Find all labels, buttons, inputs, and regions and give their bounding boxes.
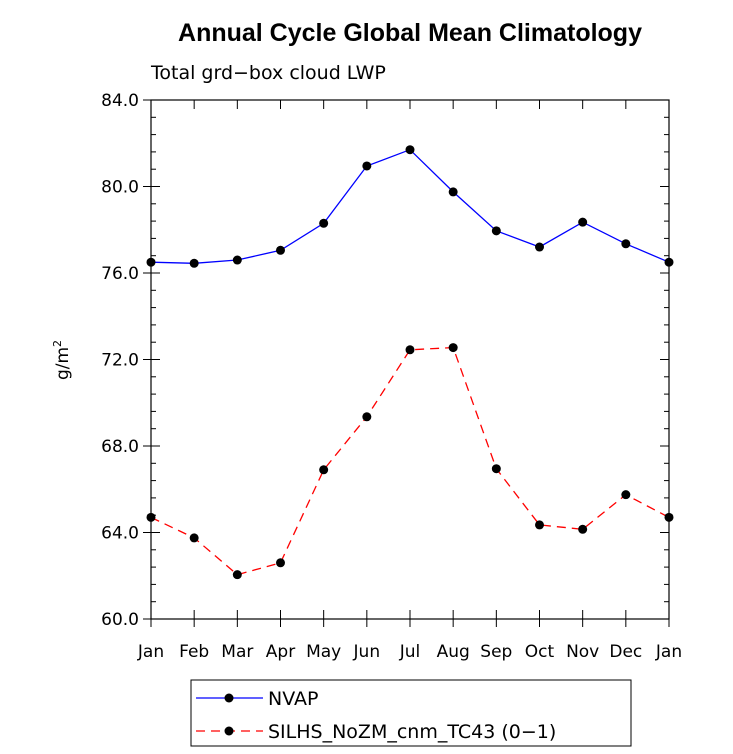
y-axis: 60.0 64.0 68.0 72.0 76.0 80.0 84.0 (101, 91, 669, 630)
data-point-1-12 (664, 512, 674, 522)
x-tick-label: Jul (399, 642, 421, 662)
data-point-1-1 (189, 533, 199, 543)
data-point-0-0 (146, 257, 156, 267)
data-point-1-9 (535, 520, 544, 530)
y-axis-label-superscript: 2 (51, 340, 64, 347)
data-point-1-3 (276, 558, 285, 568)
y-axis-label-unit: g/m (53, 347, 73, 380)
x-axis: Jan Feb Mar Apr May Jun Jul Aug Sep Oct Nov Dec Jan (137, 100, 682, 662)
legend: NVAP SILHS_NoZM_cnm_TC43 (0−1) (190, 679, 632, 747)
data-point-0-8 (491, 226, 501, 236)
data-point-0-2 (232, 255, 242, 265)
data-point-1-11 (621, 490, 631, 500)
x-tick-label: Sep (480, 642, 512, 662)
data-point-0-12 (664, 257, 674, 267)
plot-frame (150, 99, 670, 620)
y-axis-label: g/m2 (51, 340, 73, 380)
series-layer (146, 145, 674, 580)
data-point-1-6 (405, 345, 415, 355)
data-point-0-9 (535, 242, 544, 252)
y-tick-label: 68.0 (101, 437, 139, 457)
x-tick-label: Feb (179, 642, 209, 662)
legend-marker-silhs (224, 726, 234, 736)
legend-label-silhs: SILHS_NoZM_cnm_TC43 (0−1) (268, 721, 556, 743)
x-tick-label: May (306, 642, 341, 662)
data-point-1-2 (232, 570, 242, 580)
data-point-1-5 (362, 412, 372, 422)
data-point-1-7 (448, 343, 458, 353)
data-point-0-1 (189, 258, 199, 268)
y-tick-label: 84.0 (101, 91, 139, 111)
x-tick-label: Jan (137, 642, 164, 662)
x-tick-label: Mar (221, 642, 253, 662)
series-line-1 (150, 346, 670, 576)
series-line-0 (150, 148, 670, 264)
legend-box (190, 679, 632, 747)
x-tick-label: Aug (437, 642, 470, 662)
data-point-0-3 (276, 245, 285, 255)
chart-subtitle: Total grd−box cloud LWP (150, 62, 386, 84)
x-tick-label: Dec (609, 642, 642, 662)
x-tick-label: Jun (353, 642, 381, 662)
data-point-0-10 (578, 217, 588, 227)
data-point-0-4 (319, 218, 329, 228)
data-point-1-0 (146, 512, 156, 522)
data-point-1-8 (491, 464, 501, 474)
data-point-0-7 (448, 187, 458, 197)
legend-label-nvap: NVAP (268, 688, 318, 710)
data-point-1-4 (319, 465, 329, 475)
y-tick-label: 72.0 (101, 351, 139, 371)
x-tick-label: Apr (266, 642, 295, 662)
legend-marker-nvap (224, 693, 234, 703)
data-point-1-10 (578, 524, 588, 534)
data-point-0-5 (362, 161, 372, 171)
y-tick-label: 64.0 (101, 524, 139, 544)
y-tick-label: 60.0 (101, 610, 139, 630)
x-tick-label: Nov (566, 642, 599, 662)
chart-title: Annual Cycle Global Mean Climatology (178, 19, 642, 47)
y-tick-label: 80.0 (101, 178, 139, 198)
x-tick-label: Oct (525, 642, 555, 662)
x-tick-label: Jan (655, 642, 682, 662)
data-point-0-11 (621, 239, 631, 249)
y-tick-label: 76.0 (101, 264, 139, 284)
data-point-0-6 (405, 145, 415, 155)
